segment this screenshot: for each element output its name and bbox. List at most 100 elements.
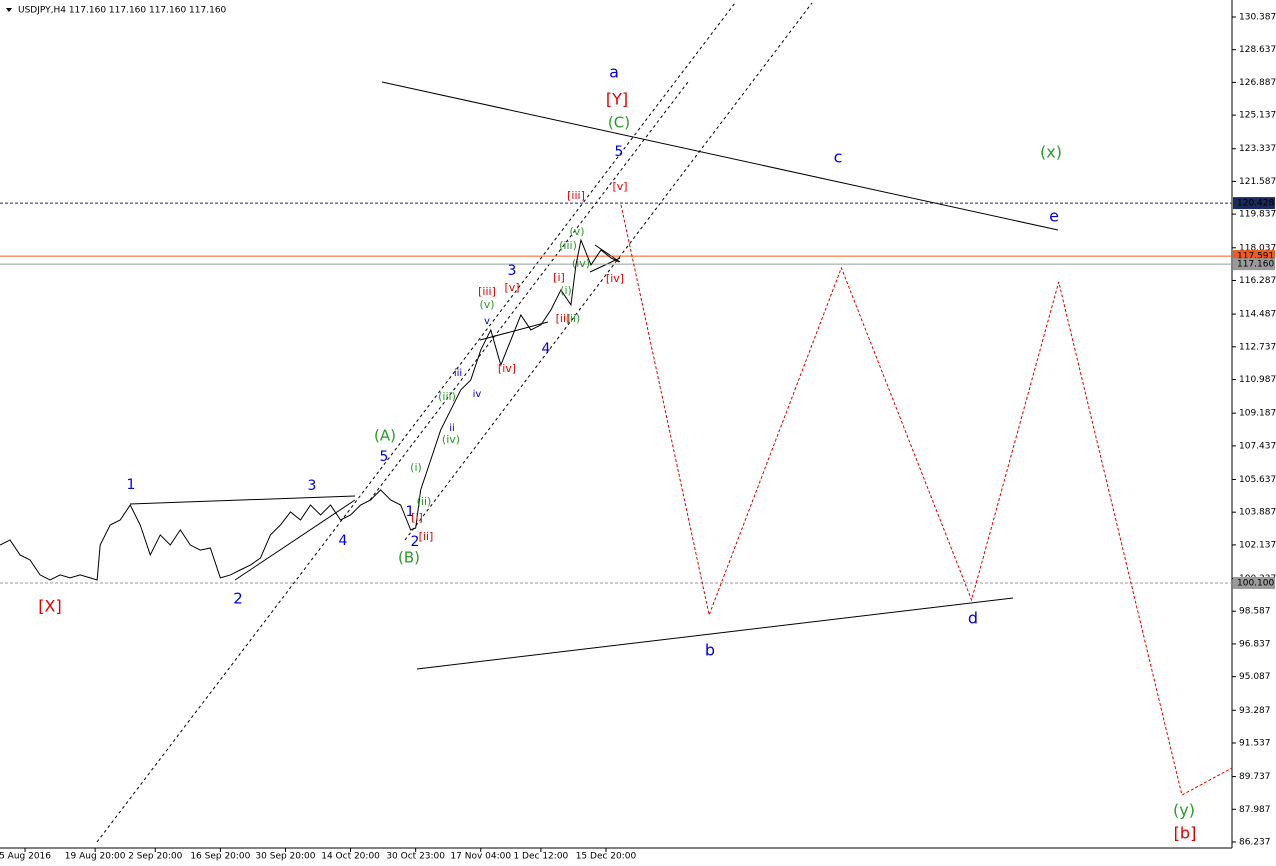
menu-arrow[interactable] [6, 8, 12, 12]
wave-label: (v) [569, 225, 584, 238]
wave-label: iii [454, 368, 462, 379]
y-tick-label: 109.187 [1239, 409, 1276, 419]
trend-line [129, 495, 356, 505]
trend-line [381, 81, 1059, 231]
wave-label: [iii] [478, 285, 496, 298]
wave-label: [iv] [498, 362, 516, 375]
chart-header: USDJPY,H4 117.160 117.160 117.160 117.16… [18, 6, 227, 16]
y-tick-label: 96.837 [1239, 639, 1271, 649]
x-tick-label: 30 Oct 23:00 [386, 852, 445, 862]
y-tick-label: 116.287 [1239, 276, 1276, 286]
wave-label: (ii) [417, 495, 432, 508]
wave-label: 5 [615, 144, 624, 160]
y-tick-label: 118.037 [1239, 243, 1276, 253]
y-tick-label: 123.337 [1239, 144, 1276, 154]
wave-label: 4 [339, 533, 348, 549]
wave-label: [X] [38, 597, 61, 616]
price-label-box [1233, 576, 1275, 589]
wave-label: 2 [411, 534, 420, 550]
y-tick-label: 107.437 [1239, 441, 1276, 451]
wave-label: (A) [374, 427, 396, 445]
wave-label: (y) [1173, 801, 1195, 820]
y-tick-label: 126.887 [1239, 78, 1276, 88]
wave-label: [v] [612, 180, 627, 193]
wave-label: (x) [1040, 143, 1062, 162]
y-tick-label: 125.137 [1239, 111, 1276, 121]
y-tick-label: 89.737 [1239, 772, 1271, 782]
wave-label: (iv) [442, 433, 460, 446]
wave-label: 1 [127, 477, 136, 493]
y-tick-label: 128.637 [1239, 45, 1276, 55]
y-tick-label: 93.287 [1239, 706, 1271, 716]
wave-label: [v] [504, 281, 519, 294]
price-label: 120.428 [1237, 199, 1274, 209]
trend-line [594, 244, 621, 263]
wave-label: 2 [233, 590, 243, 608]
wave-label: c [834, 148, 843, 167]
x-tick-label: 19 Aug 20:00 [65, 852, 126, 862]
y-tick-label: 87.987 [1239, 805, 1271, 815]
price-label: 117.160 [1237, 260, 1274, 270]
wave-label: [i] [553, 271, 565, 284]
wave-label: (C) [608, 114, 630, 132]
y-tick-label: 121.587 [1239, 177, 1276, 187]
wave-label: (ii) [566, 312, 581, 325]
wave-label: ii [449, 423, 455, 434]
y-tick-label: 105.637 [1239, 475, 1276, 485]
price-label-box [1233, 197, 1275, 210]
wave-label: [i] [411, 511, 423, 524]
wave-label: a [609, 63, 619, 82]
x-tick-label: 2 Sep 20:00 [128, 852, 183, 862]
wave-label: (B) [398, 549, 420, 567]
wave-label: (i) [410, 461, 422, 474]
y-tick-label: 98.587 [1239, 607, 1271, 617]
y-tick-label: 119.837 [1239, 210, 1276, 220]
x-tick-label: 14 Oct 20:00 [321, 852, 380, 862]
wave-label: [ii] [419, 530, 434, 543]
wave-label: [b] [1174, 824, 1197, 843]
y-tick-label: 86.237 [1239, 838, 1271, 848]
x-tick-label: 17 Nov 04:00 [450, 852, 511, 862]
wave-label: [Y] [606, 90, 628, 109]
wave-label: iv [473, 389, 482, 400]
wave-label: [ii] [556, 312, 571, 325]
channel-line [404, 2, 813, 541]
wave-label: b [705, 641, 715, 660]
wave-label: (iii) [559, 239, 577, 252]
wave-label: (v) [479, 298, 494, 311]
wave-label: (iii) [438, 390, 456, 403]
wave-label: 1 [406, 504, 415, 520]
wave-label: (i) [560, 284, 572, 297]
channel-line [96, 2, 736, 843]
x-tick-label: 1 Dec 12:00 [513, 852, 568, 862]
wave-label: 3 [308, 478, 317, 494]
wave-label: [iv] [606, 272, 624, 285]
y-tick-label: 112.737 [1239, 342, 1276, 352]
price-label-box [1233, 258, 1275, 271]
wave-label: (iv) [572, 257, 590, 270]
wave-label: d [968, 609, 978, 628]
price-line [0, 238, 620, 581]
trend-line [234, 499, 356, 581]
wave-label: v [484, 316, 490, 327]
price-label: 100.100 [1237, 578, 1274, 588]
y-tick-label: 130.387 [1239, 13, 1276, 23]
y-tick-label: 114.487 [1239, 310, 1276, 320]
price-label: 117.591 [1237, 252, 1274, 262]
y-tick-label: 103.887 [1239, 508, 1276, 518]
wave-label: [iii] [567, 189, 585, 202]
x-tick-label: 30 Sep 20:00 [255, 852, 315, 862]
x-tick-label: 5 Aug 2016 [0, 852, 51, 862]
y-tick-label: 110.987 [1239, 375, 1276, 385]
y-tick-label: 102.137 [1239, 540, 1276, 550]
y-tick-label: 95.087 [1239, 672, 1271, 682]
trend-line [416, 597, 1014, 670]
wave-label: 3 [508, 263, 517, 279]
forecast-line [620, 204, 1233, 796]
trend-lines [96, 2, 1059, 843]
x-tick-label: 16 Sep 20:00 [190, 852, 250, 862]
y-tick-label: 91.537 [1239, 738, 1271, 748]
wave-label: 5 [380, 449, 389, 465]
